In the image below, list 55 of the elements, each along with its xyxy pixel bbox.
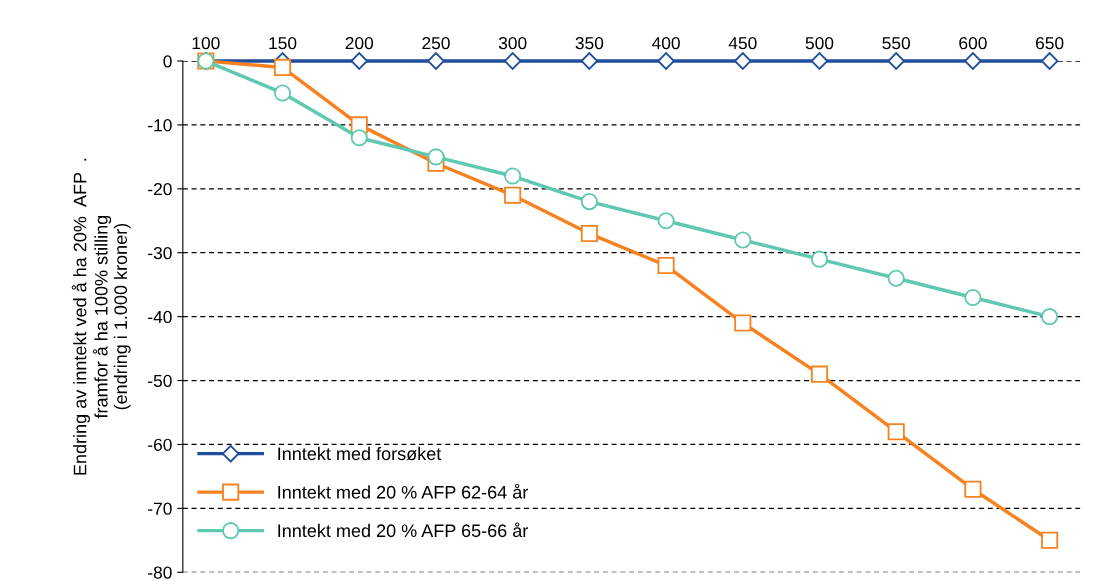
point (504, 186, 522, 204)
x-tick-label: 300 (498, 36, 527, 50)
legend-label: Inntekt med forsøket (278, 446, 442, 461)
x-tick-label: 150 (269, 36, 297, 50)
point (657, 52, 675, 70)
x-tick-label: 250 (422, 36, 450, 50)
y-tick-label: -80 (148, 566, 172, 579)
x-tick-label: 600 (959, 36, 987, 50)
point (273, 84, 292, 102)
point (580, 52, 599, 70)
x-tick-label: 450 (728, 36, 757, 50)
x-tick-label: 550 (882, 36, 911, 50)
x-tick-label: 500 (805, 36, 834, 50)
y-tick-label: -10 (148, 119, 172, 132)
point (1040, 52, 1059, 70)
x-tick-label: 650 (1036, 36, 1064, 50)
point (580, 225, 598, 243)
x-tick-label: 400 (652, 36, 680, 50)
point (810, 52, 829, 70)
point (734, 314, 752, 332)
y-tick-label: -20 (148, 182, 172, 196)
point (1041, 531, 1059, 549)
y-tick-label: -70 (148, 502, 172, 515)
point (810, 365, 829, 383)
point (657, 256, 675, 275)
point (427, 148, 445, 166)
point (350, 129, 368, 147)
x-tick-label: 100 (192, 36, 220, 50)
point (503, 52, 522, 70)
point (1041, 308, 1059, 326)
point (427, 52, 445, 70)
point (273, 58, 292, 76)
x-tick-label: 350 (575, 36, 604, 50)
y-axis-title: Endring av inntekt ved å ha 20% AFP . framfor å ha 100% stilling (endring i 1.000 kroner) (71, 158, 131, 475)
point (964, 480, 982, 498)
point (810, 250, 829, 268)
y-tick-label: -60 (148, 438, 172, 451)
y-tick-label: -40 (148, 310, 172, 324)
point (964, 52, 982, 70)
point (504, 167, 522, 185)
point (887, 269, 905, 287)
point (657, 212, 675, 230)
point (964, 288, 982, 307)
point (580, 193, 598, 211)
point (734, 231, 752, 249)
legend-label: Inntekt med 20 % AFP 62-64 år (278, 483, 529, 499)
point (887, 423, 905, 441)
y-tick-label: -50 (148, 374, 172, 388)
x-tick-label: 200 (345, 36, 374, 50)
point (887, 52, 905, 70)
legend-label: Inntekt med 20 % AFP 65-66 år (278, 522, 529, 538)
point (350, 52, 369, 70)
y-tick-label: 0 (163, 55, 172, 68)
point (734, 52, 752, 70)
y-tick-label: -30 (148, 246, 172, 260)
